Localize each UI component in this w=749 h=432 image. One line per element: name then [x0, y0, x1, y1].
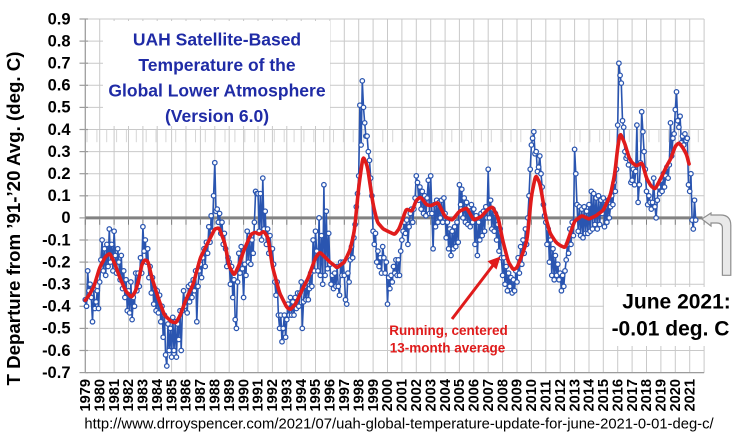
- svg-text:2000: 2000: [380, 379, 396, 411]
- svg-text:2007: 2007: [481, 379, 497, 411]
- svg-text:2011: 2011: [539, 380, 555, 412]
- svg-text:0.4: 0.4: [48, 121, 72, 139]
- svg-text:-0.1: -0.1: [42, 231, 70, 249]
- svg-text:2020: 2020: [668, 379, 684, 411]
- svg-text:1998: 1998: [351, 379, 367, 411]
- svg-text:1996: 1996: [323, 379, 339, 411]
- svg-text:Running, centered: Running, centered: [389, 323, 508, 338]
- svg-text:UAH Satellite-Based: UAH Satellite-Based: [133, 30, 301, 50]
- svg-text:2021: 2021: [682, 379, 698, 411]
- svg-text:1992: 1992: [265, 379, 281, 411]
- svg-text:0: 0: [61, 209, 70, 227]
- svg-text:-0.01 deg. C: -0.01 deg. C: [612, 318, 730, 341]
- svg-text:2016: 2016: [610, 379, 626, 411]
- svg-text:0.8: 0.8: [48, 32, 71, 50]
- svg-text:1995: 1995: [308, 379, 324, 411]
- svg-text:1979: 1979: [78, 379, 94, 411]
- svg-text:2002: 2002: [409, 379, 425, 411]
- svg-text:2008: 2008: [495, 379, 511, 411]
- svg-text:13-month average: 13-month average: [390, 341, 506, 356]
- svg-text:(Version 6.0): (Version 6.0): [165, 106, 269, 126]
- svg-text:2019: 2019: [654, 379, 670, 411]
- svg-text:0.3: 0.3: [48, 143, 71, 161]
- svg-text:1987: 1987: [193, 379, 209, 411]
- svg-text:0.5: 0.5: [48, 99, 71, 117]
- svg-text:2005: 2005: [452, 379, 468, 411]
- svg-text:2006: 2006: [467, 379, 483, 411]
- svg-text:1991: 1991: [251, 379, 267, 411]
- svg-text:-0.7: -0.7: [42, 364, 70, 382]
- svg-text:1999: 1999: [366, 379, 382, 411]
- svg-text:1981: 1981: [107, 379, 123, 411]
- svg-text:1989: 1989: [222, 379, 238, 411]
- svg-text:June 2021:: June 2021:: [622, 291, 731, 314]
- svg-text:1988: 1988: [208, 379, 224, 411]
- svg-text:1990: 1990: [236, 379, 252, 411]
- svg-text:0.1: 0.1: [48, 187, 71, 205]
- svg-text:1984: 1984: [150, 378, 166, 411]
- svg-text:1986: 1986: [179, 379, 195, 411]
- svg-text:2015: 2015: [596, 379, 612, 411]
- svg-text:2012: 2012: [553, 379, 569, 411]
- svg-text:1983: 1983: [136, 379, 152, 411]
- svg-text:2014: 2014: [582, 378, 598, 411]
- svg-text:-0.3: -0.3: [42, 276, 70, 294]
- svg-text:2013: 2013: [567, 379, 583, 411]
- svg-text:2010: 2010: [524, 379, 540, 411]
- svg-text:http://www.drroyspencer.com/20: http://www.drroyspencer.com/2021/07/uah-…: [84, 417, 714, 432]
- svg-text:Temperature of the: Temperature of the: [138, 55, 295, 75]
- svg-text:0.9: 0.9: [48, 10, 71, 28]
- svg-text:-0.4: -0.4: [42, 298, 71, 316]
- svg-text:1982: 1982: [121, 379, 137, 411]
- svg-text:2009: 2009: [510, 379, 526, 411]
- svg-text:Global Lower Atmosphere: Global Lower Atmosphere: [108, 81, 325, 101]
- svg-text:1997: 1997: [337, 379, 353, 411]
- svg-text:T Departure from ’91-’20 Avg.: T Departure from ’91-’20 Avg. (deg. C): [3, 51, 24, 385]
- svg-text:-0.5: -0.5: [42, 320, 70, 338]
- svg-text:1994: 1994: [294, 378, 310, 411]
- svg-text:0.6: 0.6: [48, 77, 71, 95]
- svg-text:2017: 2017: [625, 379, 641, 411]
- svg-text:-0.2: -0.2: [42, 253, 70, 271]
- svg-text:-0.6: -0.6: [42, 342, 70, 360]
- svg-text:2001: 2001: [395, 379, 411, 411]
- svg-text:1980: 1980: [92, 379, 108, 411]
- svg-text:0.7: 0.7: [48, 55, 71, 73]
- svg-text:2004: 2004: [438, 378, 454, 411]
- svg-text:1993: 1993: [280, 379, 296, 411]
- svg-text:1985: 1985: [164, 379, 180, 411]
- svg-text:2003: 2003: [423, 379, 439, 411]
- svg-text:0.2: 0.2: [48, 165, 71, 183]
- svg-text:2018: 2018: [639, 379, 655, 411]
